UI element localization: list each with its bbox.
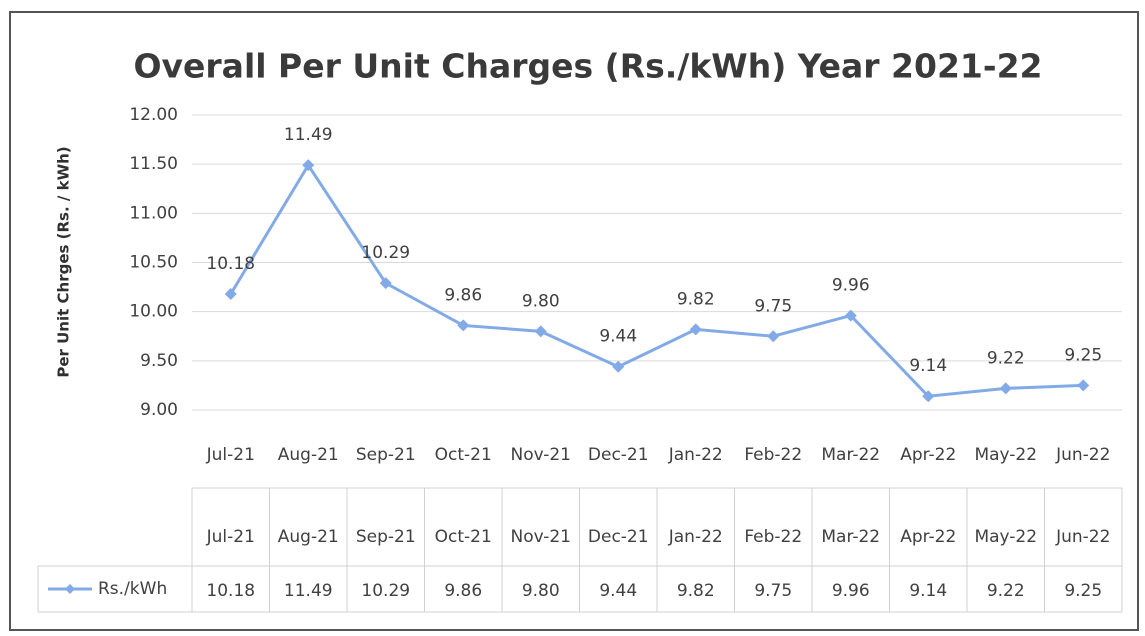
- table-header: Sep-21: [356, 527, 416, 547]
- x-tick-label: Mar-22: [821, 445, 880, 465]
- x-tick-label: Aug-21: [278, 445, 339, 465]
- table-header: Apr-22: [900, 527, 956, 547]
- table-cell: 11.49: [284, 581, 333, 601]
- table-cell: 9.75: [754, 581, 792, 601]
- x-tick-label: Oct-21: [435, 445, 492, 465]
- table-cell: 10.29: [361, 581, 410, 601]
- data-point: [302, 159, 315, 172]
- legend-marker: [65, 584, 75, 594]
- data-label: 9.82: [677, 289, 715, 309]
- table-header: Nov-21: [511, 527, 572, 547]
- x-tick-label: Apr-22: [900, 445, 956, 465]
- table-cell: 9.82: [677, 581, 715, 601]
- table-cell: 9.86: [444, 581, 482, 601]
- data-label: 10.18: [206, 254, 255, 274]
- data-point: [922, 390, 935, 403]
- data-point: [767, 330, 780, 343]
- x-tick-label: Sep-21: [356, 445, 416, 465]
- data-point: [689, 323, 702, 336]
- data-point: [999, 382, 1012, 395]
- data-label: 9.75: [754, 296, 792, 316]
- table-cell: 9.80: [522, 581, 560, 601]
- x-tick-label: Jun-22: [1055, 445, 1110, 465]
- chart-border: [9, 11, 1139, 631]
- data-label: 9.22: [987, 348, 1025, 368]
- y-tick-label: 11.00: [129, 203, 178, 223]
- table-header: Jan-22: [668, 527, 723, 547]
- table-header: May-22: [974, 527, 1037, 547]
- table-header: Oct-21: [435, 527, 492, 547]
- data-point: [224, 287, 237, 300]
- data-label: 9.44: [599, 327, 637, 347]
- table-header: Jun-22: [1055, 527, 1110, 547]
- table-cell: 9.25: [1064, 581, 1102, 601]
- data-label: 9.80: [522, 291, 560, 311]
- table-cell: 9.44: [599, 581, 637, 601]
- y-tick-label: 9.50: [140, 351, 178, 371]
- data-label: 9.25: [1064, 345, 1102, 365]
- data-point: [379, 277, 392, 290]
- data-point: [844, 309, 857, 322]
- y-axis-title: Per Unit Chrges (Rs. / kWh): [55, 146, 73, 377]
- data-point: [612, 360, 625, 373]
- chart-title: Overall Per Unit Charges (Rs./kWh) Year …: [133, 47, 1042, 86]
- x-tick-label: Nov-21: [511, 445, 572, 465]
- x-tick-label: Feb-22: [744, 445, 802, 465]
- table-cell: 10.18: [206, 581, 255, 601]
- table-header: Feb-22: [744, 527, 802, 547]
- x-tick-label: May-22: [974, 445, 1037, 465]
- x-tick-label: Jul-21: [206, 445, 255, 465]
- table-cell: 9.96: [832, 581, 870, 601]
- y-tick-label: 10.00: [129, 302, 178, 322]
- data-label: 11.49: [284, 125, 333, 145]
- data-label: 10.29: [361, 243, 410, 263]
- y-tick-label: 12.00: [129, 105, 178, 125]
- data-point: [534, 325, 547, 338]
- table-header: Mar-22: [821, 527, 880, 547]
- data-point: [457, 319, 470, 332]
- table-cell: 9.14: [909, 581, 947, 601]
- data-point: [1077, 379, 1090, 392]
- data-label: 9.86: [444, 285, 482, 305]
- x-tick-label: Dec-21: [588, 445, 649, 465]
- legend-label: Rs./kWh: [98, 579, 167, 599]
- y-tick-label: 10.50: [129, 253, 178, 273]
- table-header: Jul-21: [206, 527, 255, 547]
- data-label: 9.14: [909, 356, 947, 376]
- series-line: [229, 162, 1084, 398]
- y-tick-label: 11.50: [129, 154, 178, 174]
- data-label: 9.96: [832, 276, 870, 296]
- table-cell: 9.22: [987, 581, 1025, 601]
- x-tick-label: Jan-22: [668, 445, 723, 465]
- table-header: Aug-21: [278, 527, 339, 547]
- table-header: Dec-21: [588, 527, 649, 547]
- y-tick-label: 9.00: [140, 400, 178, 420]
